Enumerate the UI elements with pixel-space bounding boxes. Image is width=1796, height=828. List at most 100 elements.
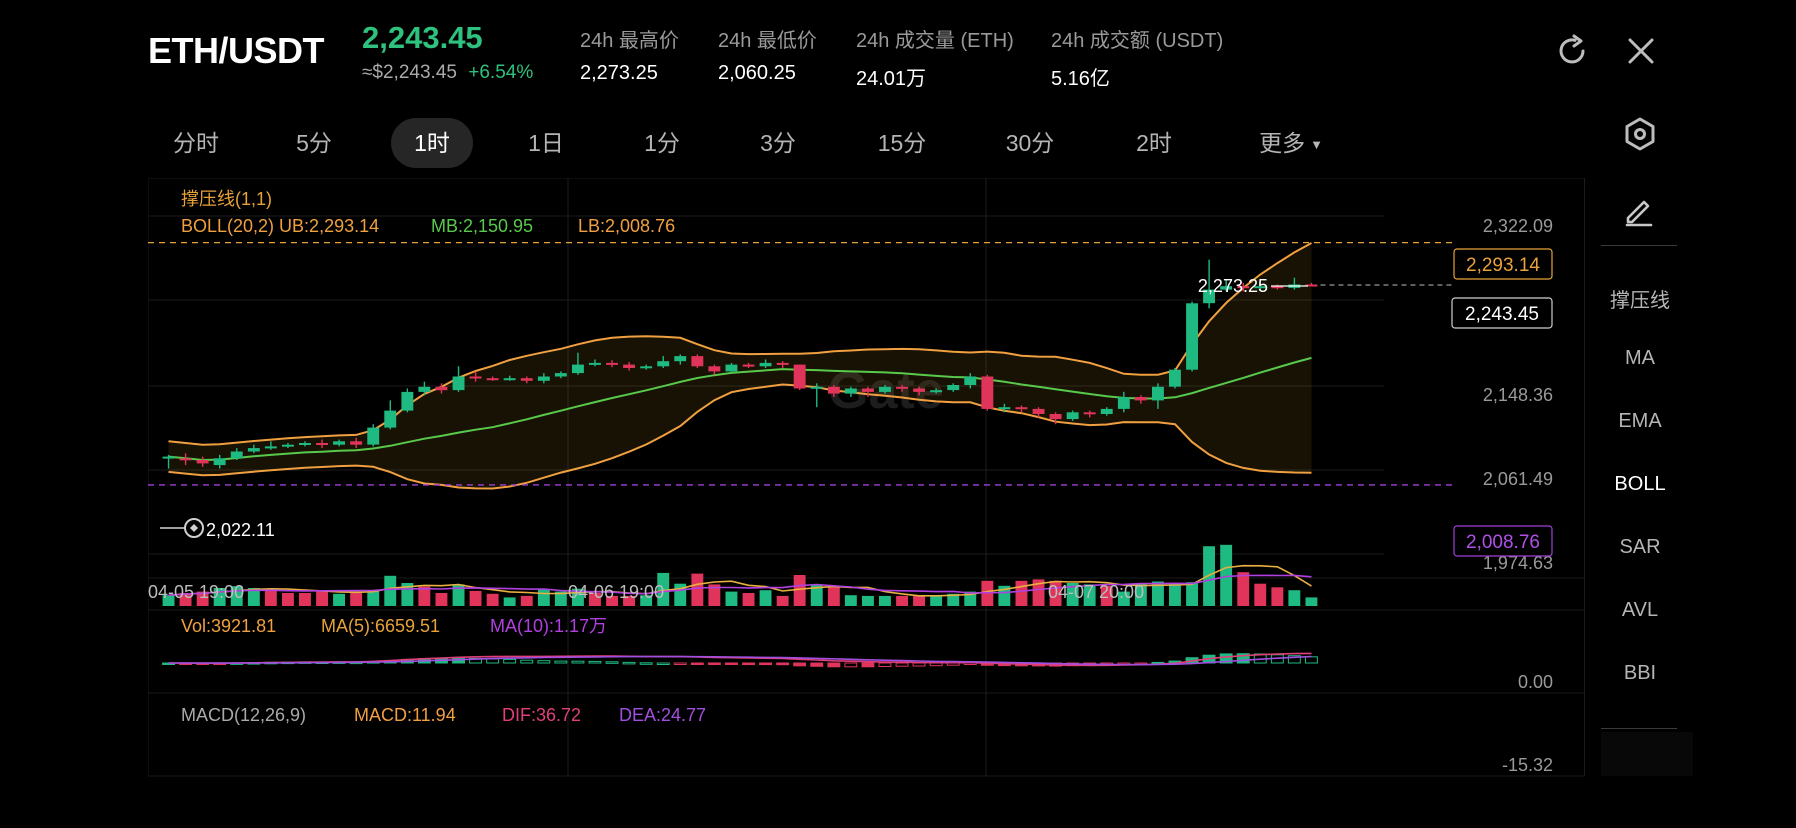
candle-body: [1203, 289, 1215, 304]
tab-1h[interactable]: 1时: [391, 118, 473, 168]
close-icon[interactable]: [1621, 31, 1661, 71]
candle-body: [418, 386, 431, 392]
high-marker-label: 2,273.25: [1198, 276, 1268, 296]
volume-bar: [503, 597, 516, 606]
volume-bar: [827, 586, 840, 606]
tab-2h[interactable]: 2时: [1136, 130, 1172, 156]
volume-bar: [640, 595, 653, 606]
volume-bar: [520, 595, 533, 606]
candle-body: [606, 362, 618, 365]
candle-body: [691, 356, 704, 367]
candle-body: [657, 361, 670, 367]
candle-body: [1305, 284, 1318, 287]
macd-bar: [793, 662, 807, 667]
boll-band-fill: [168, 243, 1312, 489]
caret-down-icon: ▼: [1310, 137, 1323, 152]
boll-lb-line: [168, 383, 1312, 490]
sidebar-item-support-resistance[interactable]: 撑压线: [1610, 290, 1670, 312]
macd-bar: [725, 662, 738, 665]
tab-more[interactable]: 更多 ▼: [1244, 118, 1338, 168]
candle-body: [1066, 412, 1079, 420]
usd-price-value: ≈$2,243.45: [362, 62, 457, 83]
tab-15m[interactable]: 15分: [877, 130, 927, 156]
time-tick: 04-07 20:00: [1048, 582, 1144, 602]
candle-body: [230, 451, 243, 459]
settings-hex-icon[interactable]: [1620, 114, 1660, 154]
stat-label: 24h 最低价: [718, 30, 817, 52]
refresh-icon[interactable]: [1553, 31, 1593, 71]
candle-body: [793, 364, 806, 389]
boll-mb-label: MB:2,150.95: [431, 216, 533, 236]
tab-more-label: 更多: [1259, 130, 1306, 156]
macd-min-label: -15.32: [1502, 755, 1553, 775]
volume-bar: [196, 591, 209, 606]
sidebar-item-boll[interactable]: BOLL: [1614, 473, 1666, 495]
volume-bar: [606, 595, 618, 606]
pair-title: ETH/USDT: [148, 30, 325, 71]
candle-body: [1083, 412, 1096, 415]
candle-body: [640, 366, 653, 369]
candle-body: [879, 386, 891, 392]
candle-body: [401, 391, 414, 411]
tab-30m[interactable]: 30分: [1005, 130, 1055, 156]
volume-bar: [469, 590, 482, 606]
candle-body: [537, 376, 550, 381]
volume-bar: [435, 593, 448, 606]
volume-bar: [1271, 587, 1284, 606]
macd-bar: [690, 662, 704, 665]
stat-label: 24h 成交额 (USDT): [1051, 30, 1224, 52]
boll-lb-label: LB:2,008.76: [578, 216, 675, 236]
macd-bar: [520, 659, 534, 664]
tab-5m[interactable]: 5分: [296, 130, 332, 156]
sidebar-item-avl[interactable]: AVL: [1621, 599, 1659, 621]
volume-bar: [1305, 597, 1318, 606]
volume-bar: [810, 584, 823, 606]
candle-body: [1220, 286, 1233, 290]
candle-body: [913, 388, 925, 392]
support-price-value: 2,008.76: [1466, 532, 1540, 553]
tab-1d[interactable]: 1日: [528, 130, 564, 156]
volume-bar: [1117, 591, 1130, 606]
candle-body: [674, 356, 687, 362]
sidebar-item-ema[interactable]: EMA: [1618, 410, 1662, 432]
tab-1m[interactable]: 1分: [644, 130, 680, 156]
macd-bar: [673, 662, 687, 665]
stat-value: 2,273.25: [580, 62, 658, 84]
stat-label: 24h 最高价: [580, 30, 679, 52]
volume-label: Vol:3921.81: [181, 616, 276, 636]
candle-body: [452, 376, 465, 391]
candle-body: [776, 362, 789, 365]
candle-body: [947, 385, 960, 391]
low-marker-label: 2,022.11: [206, 520, 275, 540]
chart-grid: [148, 178, 1584, 777]
volume-bar: [776, 595, 789, 606]
pencil-icon[interactable]: [1619, 190, 1659, 230]
volume-bar: [742, 593, 755, 606]
macd-bar: [759, 662, 772, 666]
macd-bar: [605, 661, 619, 664]
tab-3m[interactable]: 3分: [760, 130, 796, 156]
price-tick: 1,974.63: [1483, 553, 1553, 573]
stat-turnover: 24h 成交额 (USDT) 5.16亿: [1051, 24, 1223, 91]
tab-timeline[interactable]: 分时: [173, 130, 219, 156]
macd-bar: [1219, 653, 1233, 664]
volume-bar: [1169, 583, 1181, 606]
boll-ub-label: BOLL(20,2) UB:2,293.14: [181, 216, 379, 236]
price-tick: 2,061.49: [1483, 469, 1553, 489]
volume-bar: [452, 584, 465, 606]
candle-body: [179, 458, 192, 461]
volume-bar: [1015, 580, 1028, 606]
sidebar-item-ma[interactable]: MA: [1625, 347, 1655, 369]
candle-body: [384, 410, 397, 428]
candle-body: [708, 366, 721, 372]
candle-body: [299, 443, 311, 445]
candle-body: [264, 446, 277, 449]
volume-bar: [964, 591, 977, 606]
candle-body: [1186, 303, 1198, 370]
sidebar-item-bbi[interactable]: BBI: [1623, 662, 1657, 684]
volume-bar: [1220, 544, 1233, 606]
macd-bar: [639, 662, 653, 665]
macd-bar: [810, 662, 824, 667]
kline-chart[interactable]: Gate 撑压线(1,1) BOLL(20,2) UB:2,293.14 MB:…: [148, 178, 1584, 798]
sidebar-item-sar[interactable]: SAR: [1619, 536, 1661, 558]
